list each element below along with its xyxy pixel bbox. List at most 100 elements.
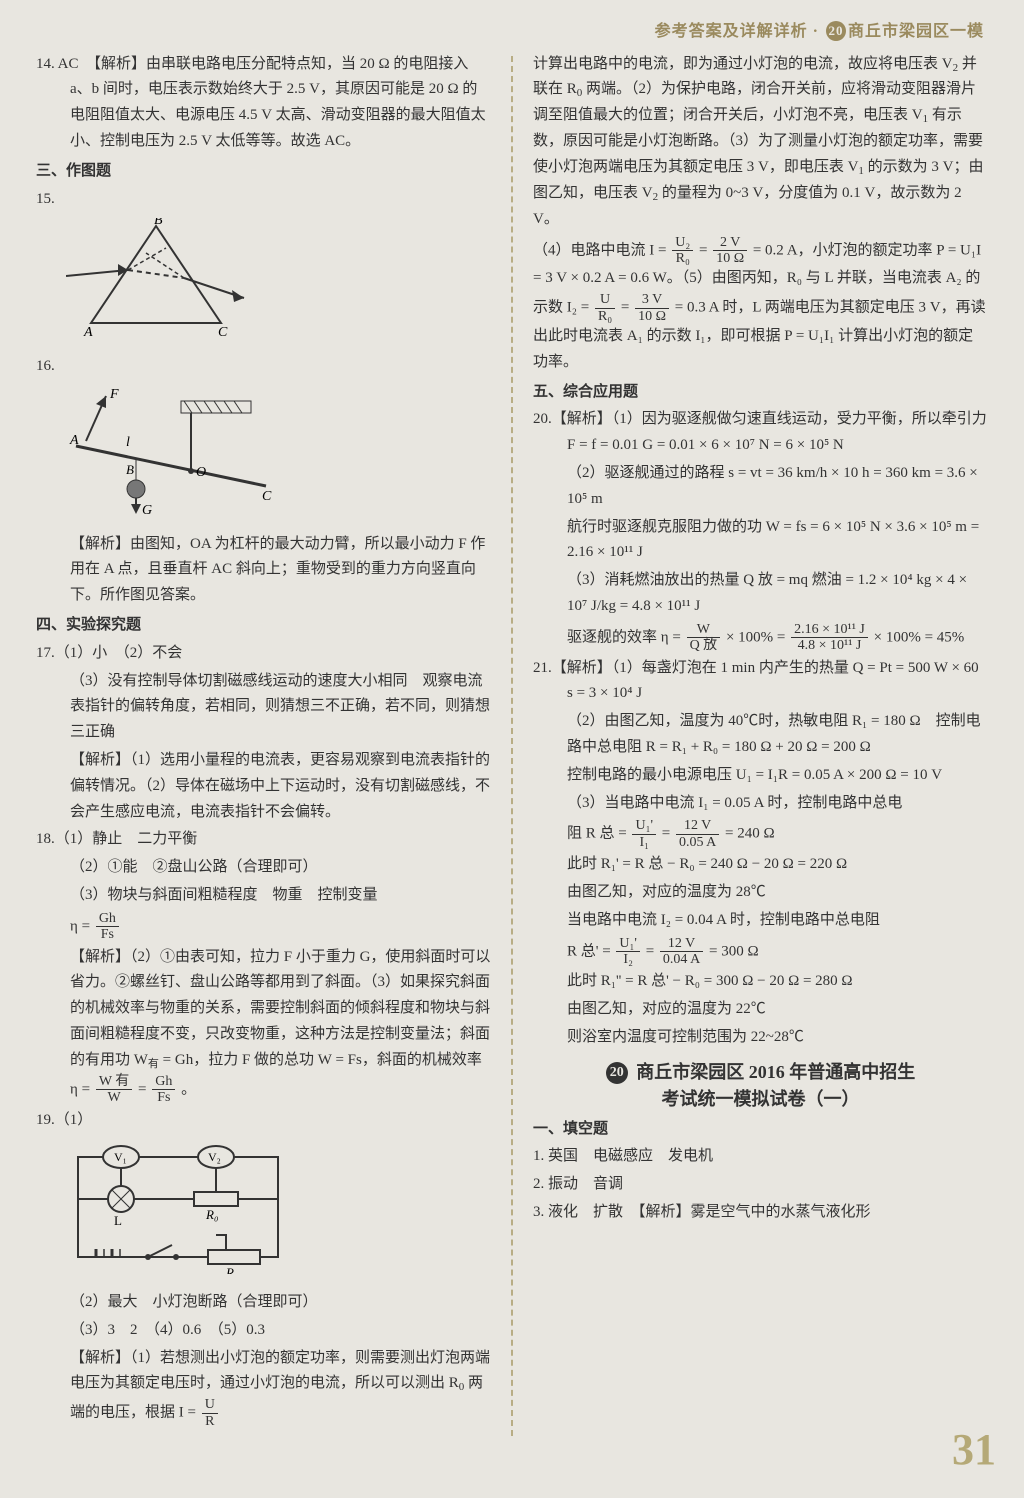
page-header: 参考答案及详解详析 · 20商丘市梁园区一模 bbox=[36, 18, 988, 46]
svg-text:C: C bbox=[218, 325, 228, 338]
header-circle: 20 bbox=[826, 21, 846, 41]
column-right: 计算出电路中的电流，即为通过小灯泡的电流，故应将电压表 V2 并联在 R0 两端… bbox=[533, 52, 988, 1436]
section-5-heading: 五、综合应用题 bbox=[533, 380, 988, 406]
q16-figure: A C O l F bbox=[66, 386, 491, 526]
q21em1: = bbox=[662, 826, 674, 842]
q21-3: 控制电路的最小电源电压 U₁ = I₁R = 0.05 A × 200 Ω = … bbox=[533, 763, 988, 789]
r-p2: （4）电路中电流 I = U₂R₀ = 2 V10 Ω = 0.2 A，小灯泡的… bbox=[533, 235, 988, 376]
svg-text:V₁: V₁ bbox=[114, 1150, 127, 1164]
q20ea: 驱逐舰的效率 η = bbox=[567, 629, 685, 645]
column-divider bbox=[511, 56, 513, 1436]
q18-explain: 【解析】（2）①由表可知，拉力 F 小于重力 G，使用斜面时可以省力。②螺丝钉、… bbox=[36, 945, 491, 1106]
svg-text:R: R bbox=[225, 1265, 234, 1274]
q21-10: 此时 R₁'' = R 总' − R₀ = 300 Ω − 20 Ω = 280… bbox=[533, 969, 988, 995]
header-prefix: 参考答案及详解详析 · bbox=[655, 23, 824, 40]
q15-figure: B A C bbox=[66, 218, 491, 348]
q18-3: （3）物块与斜面间粗糙程度 物重 控制变量 bbox=[36, 883, 491, 909]
section-4-heading: 四、实验探究题 bbox=[36, 613, 491, 639]
q21-7: 由图乙知，对应的温度为 28℃ bbox=[533, 880, 988, 906]
q19-3: （3）3 2 （4）0.6 （5）0.3 bbox=[36, 1318, 491, 1344]
q18e-end: 。 bbox=[181, 1081, 196, 1097]
ans-2: 2. 振动 音调 bbox=[533, 1172, 988, 1198]
q18e-mid: = bbox=[138, 1081, 150, 1097]
ans-1: 1. 英国 电磁感应 发电机 bbox=[533, 1144, 988, 1170]
title-circle: 20 bbox=[606, 1062, 628, 1084]
frac-u1-i1: U₁'I₁ bbox=[632, 818, 656, 850]
q20-5: 驱逐舰的效率 η = WQ 放 × 100% = 2.16 × 10¹¹ J4.… bbox=[533, 622, 988, 654]
q19d-a: 【解析】（1）若想测出小灯泡的额定功率，则需要测出灯泡两端电压为其额定电压时，通… bbox=[70, 1350, 490, 1392]
q18-eta: η = GhFs bbox=[36, 911, 491, 943]
frac-3v10: 3 V10 Ω bbox=[635, 292, 669, 324]
svg-text:R₀: R₀ bbox=[205, 1207, 218, 1222]
page-number: 31 bbox=[952, 1412, 996, 1488]
frac-gh-fs2: GhFs bbox=[152, 1074, 175, 1106]
frac-u1-i2: U₁'I₂ bbox=[616, 936, 640, 968]
q21eb: = 240 Ω bbox=[725, 826, 775, 842]
frac-12-005: 12 V0.05 A bbox=[676, 818, 719, 850]
prism-icon: B A C bbox=[66, 218, 246, 338]
frac-u-r: UR bbox=[202, 1397, 218, 1429]
q14: 14. AC 【解析】由串联电路电压分配特点知，当 20 Ω 的电阻接入 a、b… bbox=[36, 52, 491, 155]
section-3-heading: 三、作图题 bbox=[36, 159, 491, 185]
q19-1: 19.（1） bbox=[36, 1108, 491, 1134]
q21ia: R 总' = bbox=[567, 943, 614, 959]
svg-text:B: B bbox=[154, 218, 163, 228]
q17-2: （3）没有控制导体切割磁感线运动的速度大小相同 观察电流表指针的偏转角度，若相同… bbox=[36, 669, 491, 746]
q20-2: （2）驱逐舰通过的路程 s = vt = 36 km/h × 10 h = 36… bbox=[533, 461, 988, 513]
q21-4: （3）当电路中电流 I₁ = 0.05 A 时，控制电路中总电 bbox=[533, 791, 988, 817]
eta-prefix: η = bbox=[70, 918, 94, 934]
q20em1: × 100% = bbox=[726, 629, 789, 645]
q16: 16. A C O l bbox=[36, 354, 491, 526]
q21ib: = 300 Ω bbox=[709, 943, 759, 959]
paper-title: 20 商丘市梁园区 2016 年普通高中招生 考试统一模拟试卷（一） bbox=[533, 1059, 988, 1113]
q16-label: 16. bbox=[36, 358, 55, 374]
svg-text:A: A bbox=[83, 325, 93, 338]
svg-text:F: F bbox=[109, 387, 119, 402]
frac-216-48: 2.16 × 10¹¹ J4.8 × 10¹¹ J bbox=[791, 622, 868, 654]
svg-text:V₂: V₂ bbox=[208, 1150, 221, 1164]
q21-8: 当电路中电流 I₂ = 0.04 A 时，控制电路中总电阻 bbox=[533, 908, 988, 934]
p1c: 两端。（2）为保护电路，闭合开关前，应将滑动变阻器滑片调至阻值最大的位置；闭合开… bbox=[533, 81, 976, 123]
q21-11: 由图乙知，对应的温度为 22℃ bbox=[533, 997, 988, 1023]
section-1b-heading: 一、填空题 bbox=[533, 1117, 988, 1143]
frac-u2r0: U₂R₀ bbox=[672, 235, 693, 267]
q20eb: × 100% = 45% bbox=[874, 629, 965, 645]
circuit-icon: V₁ V₂ L R₀ R bbox=[66, 1139, 296, 1274]
sub-you: 有 bbox=[148, 1058, 159, 1070]
title-line2: 考试统一模拟试卷（一） bbox=[662, 1089, 860, 1109]
q15-label: 15. bbox=[36, 191, 55, 207]
svg-text:G: G bbox=[142, 503, 152, 516]
svg-text:C: C bbox=[262, 489, 272, 504]
q16-explain: 【解析】由图知，OA 为杠杆的最大动力臂，所以最小动力 F 作用在 A 点，且垂… bbox=[36, 532, 491, 609]
q17-1: 17.（1）小 （2）不会 bbox=[36, 641, 491, 667]
q21-12: 则浴室内温度可控制范围为 22~28℃ bbox=[533, 1025, 988, 1051]
svg-text:l: l bbox=[126, 435, 130, 450]
q21ea: 阻 R 总 = bbox=[567, 826, 630, 842]
p1a: 计算出电路中的电流，即为通过小灯泡的电流，故应将电压表 V bbox=[533, 56, 953, 72]
q20-3: 航行时驱逐舰克服阻力做的功 W = fs = 6 × 10⁵ N × 3.6 ×… bbox=[533, 515, 988, 567]
frac-2v10: 2 V10 Ω bbox=[713, 235, 747, 267]
q19-explain: 【解析】（1）若想测出小灯泡的额定功率，则需要测出灯泡两端电压为其额定电压时，通… bbox=[36, 1346, 491, 1429]
q18-1: 18.（1）静止 二力平衡 bbox=[36, 827, 491, 853]
frac-gh-fs: GhFs bbox=[96, 911, 119, 943]
q21-6: 此时 R₁' = R 总 − R₀ = 240 Ω − 20 Ω = 220 Ω bbox=[533, 852, 988, 878]
svg-text:O: O bbox=[196, 465, 206, 480]
p2a: （4）电路中电流 I = bbox=[533, 242, 670, 258]
q18-2: （2）①能 ②盘山公路（合理即可） bbox=[36, 855, 491, 881]
frac-w: W 有W bbox=[96, 1074, 132, 1106]
q19-2: （2）最大 小灯泡断路（合理即可） bbox=[36, 1290, 491, 1316]
frac-w-q: WQ 放 bbox=[687, 622, 721, 654]
frac-12-004: 12 V0.04 A bbox=[660, 936, 703, 968]
p2eq: = bbox=[699, 242, 711, 258]
column-left: 14. AC 【解析】由串联电路电压分配特点知，当 20 Ω 的电阻接入 a、b… bbox=[36, 52, 491, 1436]
q21-1: 21.【解析】（1）每盏灯泡在 1 min 内产生的热量 Q = Pt = 50… bbox=[533, 656, 988, 708]
q20-1: 20.【解析】（1）因为驱逐舰做匀速直线运动，受力平衡，所以牵引力 F = f … bbox=[533, 407, 988, 459]
q21-9: R 总' = U₁'I₂ = 12 V0.04 A = 300 Ω bbox=[533, 936, 988, 968]
ans-3: 3. 液化 扩散 【解析】雾是空气中的水蒸气液化形 bbox=[533, 1200, 988, 1226]
title-line1: 商丘市梁园区 2016 年普通高中招生 bbox=[632, 1062, 916, 1082]
r-p1: 计算出电路中的电流，即为通过小灯泡的电流，故应将电压表 V2 并联在 R0 两端… bbox=[533, 52, 988, 233]
svg-text:A: A bbox=[69, 433, 79, 448]
q19-circuit: V₁ V₂ L R₀ R bbox=[66, 1139, 491, 1284]
p2c: = bbox=[621, 300, 633, 316]
header-suffix: 商丘市梁园区一模 bbox=[848, 23, 984, 40]
